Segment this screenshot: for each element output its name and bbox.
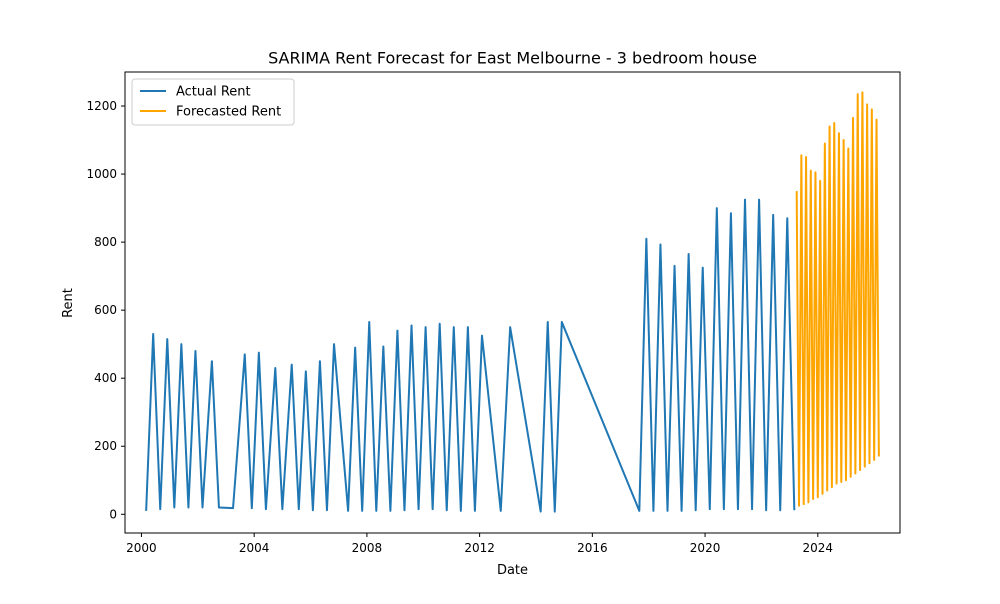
y-tick-label: 1000 <box>86 167 117 181</box>
x-tick-label: 2016 <box>577 541 608 555</box>
x-tick-label: 2004 <box>239 541 270 555</box>
legend: Actual Rent Forecasted Rent <box>131 78 295 126</box>
y-tick-label: 0 <box>109 507 117 521</box>
legend-label-actual-rent: Actual Rent <box>176 85 251 100</box>
y-tick-label: 1200 <box>86 99 117 113</box>
y-tick-label: 800 <box>94 235 117 249</box>
y-tick-label: 600 <box>94 303 117 317</box>
y-axis-ticks: 0 200 400 600 800 1000 1200 <box>86 99 125 521</box>
x-axis-ticks: 2000 2004 2008 2012 2016 2020 2024 <box>126 533 833 555</box>
legend-frame <box>131 78 295 126</box>
series-line-actual-rent <box>145 198 796 513</box>
plot-area-frame <box>124 71 901 534</box>
x-tick-label: 2020 <box>690 541 721 555</box>
y-tick-label: 200 <box>94 439 117 453</box>
x-tick-label: 2000 <box>126 541 157 555</box>
x-tick-label: 2008 <box>352 541 383 555</box>
legend-label-forecasted-rent: Forecasted Rent <box>176 105 281 120</box>
series-line-forecasted-rent <box>795 91 880 507</box>
y-axis-label: Rent <box>61 288 76 318</box>
y-tick-label: 400 <box>94 371 117 385</box>
chart-title: SARIMA Rent Forecast for East Melbourne … <box>268 49 757 68</box>
x-tick-label: 2024 <box>803 541 834 555</box>
series-layer <box>145 91 880 513</box>
x-axis-label: Date <box>497 563 528 578</box>
x-tick-label: 2012 <box>464 541 495 555</box>
